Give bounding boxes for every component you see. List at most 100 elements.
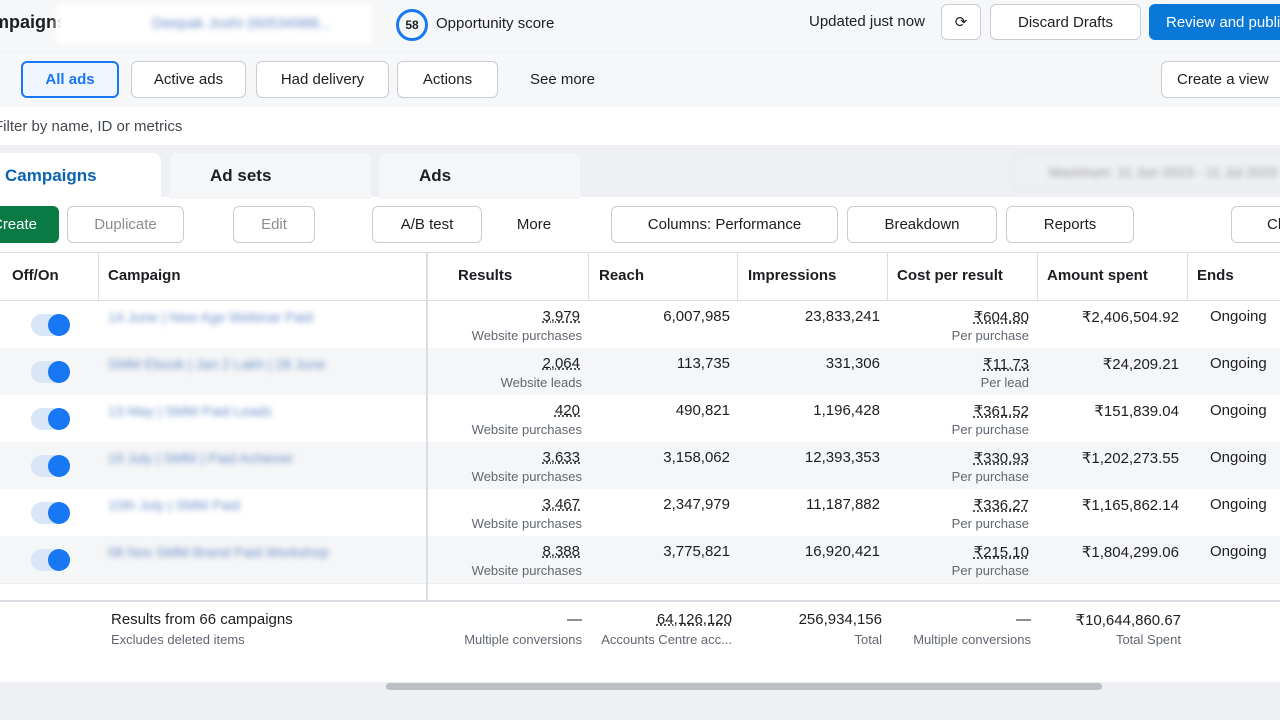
- cell-impressions: 331,306: [825, 355, 880, 372]
- result-type: Website purchases: [471, 328, 582, 343]
- status: Updated just now: [809, 13, 925, 30]
- campaign-name[interactable]: 19 July | SMM | Paid Achiever: [108, 450, 294, 466]
- cost-type: Per purchase: [951, 563, 1029, 578]
- cell-ends: Ongoing: [1210, 308, 1267, 325]
- view-filter[interactable]: All ads: [21, 61, 119, 98]
- tab[interactable]: Campaigns: [0, 153, 161, 199]
- column-header[interactable]: Cost per result: [897, 267, 1003, 284]
- result-type: Website leads: [500, 375, 582, 390]
- row-bg: [0, 301, 1280, 349]
- toolbar-button[interactable]: Duplicate: [67, 206, 184, 243]
- create-view[interactable]: Create a view: [1161, 61, 1280, 98]
- cell-results: 420: [554, 402, 580, 419]
- toolbar-button[interactable]: Create: [0, 206, 59, 243]
- view-filter[interactable]: See more: [529, 71, 596, 88]
- cell-spent: ₹24,209.21: [1102, 356, 1179, 373]
- cell-reach: 6,007,985: [663, 308, 730, 325]
- account-selector[interactable]: Deepak Joshi (60534988...: [56, 4, 372, 44]
- publish-button[interactable]: Review and publish: [1149, 4, 1280, 40]
- campaign-name[interactable]: 14 June | New Age Webinar Paid: [108, 309, 313, 325]
- footer-results: —: [567, 611, 582, 628]
- tab[interactable]: Ads: [379, 153, 580, 199]
- cell-reach: 113,735: [676, 355, 730, 372]
- footer-cost-sub: Multiple conversions: [913, 632, 1031, 647]
- cell-spent: ₹1,804,299.06: [1081, 544, 1179, 561]
- row-bg: [0, 395, 1280, 443]
- campaign-name[interactable]: 08 Nov SMM Brand Paid Workshop: [108, 544, 329, 560]
- toolbar-button[interactable]: More: [490, 206, 578, 243]
- cell-cost: ₹336.27: [973, 497, 1029, 514]
- view-filter[interactable]: Actions: [397, 61, 498, 98]
- column-divider: [588, 253, 589, 301]
- result-type: Website purchases: [471, 563, 582, 578]
- toolbar-button[interactable]: Edit: [233, 206, 315, 243]
- campaign-name[interactable]: 10th July | SMM Paid: [108, 497, 241, 513]
- toolbar-button[interactable]: Reports: [1006, 206, 1134, 243]
- cell-ends: Ongoing: [1210, 543, 1267, 560]
- cell-cost: ₹361.52: [973, 403, 1029, 420]
- toolbar-button[interactable]: A/B test: [372, 206, 482, 243]
- cell-cost: ₹11.73: [983, 356, 1029, 373]
- cost-type: Per purchase: [951, 469, 1029, 484]
- toolbar-button[interactable]: Columns: Performance: [611, 206, 838, 243]
- cell-results: 2,064: [542, 355, 580, 372]
- cell-reach: 3,775,821: [663, 543, 730, 560]
- column-header[interactable]: Impressions: [748, 267, 837, 284]
- toolbar-button[interactable]: Charts: [1231, 206, 1280, 243]
- cell-spent: ₹1,165,862.14: [1081, 497, 1179, 514]
- toggle-knob: [48, 455, 70, 477]
- date-range[interactable]: Maximum: 11 Jun 2023 - 11 Jul 2023: [1012, 153, 1280, 189]
- column-divider: [887, 253, 888, 301]
- search-bar[interactable]: [0, 107, 1280, 145]
- result-type: Website purchases: [471, 516, 582, 531]
- column-divider: [737, 253, 738, 301]
- score-badge: 58: [396, 9, 428, 41]
- cell-reach: 490,821: [675, 402, 730, 419]
- column-divider: [1037, 253, 1038, 301]
- toggle-knob: [48, 549, 70, 571]
- footer-summary: Results from 66 campaigns: [111, 611, 293, 628]
- view-filter[interactable]: Had delivery: [256, 61, 389, 98]
- cost-type: Per purchase: [951, 328, 1029, 343]
- footer-reach-sub: Accounts Centre acc...: [601, 632, 732, 647]
- cell-spent: ₹1,202,273.55: [1081, 450, 1179, 467]
- toolbar-button[interactable]: Breakdown: [847, 206, 997, 243]
- footer-note: Excludes deleted items: [111, 632, 245, 647]
- cell-impressions: 16,920,421: [804, 543, 880, 560]
- campaign-name[interactable]: 13 May | SMM Paid Leads: [108, 403, 272, 419]
- cell-impressions: 12,393,353: [804, 449, 880, 466]
- toggle-knob: [48, 314, 70, 336]
- column-header[interactable]: Amount spent: [1047, 267, 1148, 284]
- column-header[interactable]: Results: [458, 267, 513, 284]
- header-rule: [0, 300, 1280, 301]
- cell-reach: 3,158,062: [663, 449, 730, 466]
- column-header[interactable]: Ends: [1197, 267, 1234, 284]
- column-header[interactable]: Off/On: [12, 267, 59, 284]
- cell-results: 3,467: [542, 496, 580, 513]
- cost-type: Per purchase: [951, 516, 1029, 531]
- cell-ends: Ongoing: [1210, 355, 1267, 372]
- cost-type: Per purchase: [951, 422, 1029, 437]
- cell-results: 8,388: [542, 543, 580, 560]
- footer-spent: ₹10,644,860.67: [1075, 612, 1181, 629]
- column-divider: [98, 253, 99, 301]
- search-placeholder: Filter by name, ID or metrics: [0, 118, 183, 135]
- footer-spent-sub: Total Spent: [1115, 632, 1181, 647]
- footer-results-sub: Multiple conversions: [464, 632, 582, 647]
- column-header[interactable]: Reach: [599, 267, 645, 284]
- cell-impressions: 1,196,428: [813, 402, 880, 419]
- tab[interactable]: Ad sets: [170, 153, 371, 199]
- cost-type: Per lead: [980, 375, 1029, 390]
- campaign-name[interactable]: SMM Ebook | Jan 2 Lakh | 28 June: [108, 356, 326, 372]
- view-filter[interactable]: Active ads: [131, 61, 246, 98]
- toggle-knob: [48, 502, 70, 524]
- refresh-button[interactable]: ⟳: [941, 4, 981, 40]
- cell-spent: ₹2,406,504.92: [1081, 309, 1179, 326]
- scrollbar[interactable]: [386, 683, 1102, 690]
- cell-ends: Ongoing: [1210, 449, 1267, 466]
- row-bg: [0, 348, 1280, 396]
- column-header[interactable]: Campaign: [108, 267, 181, 284]
- opportunity-label[interactable]: Opportunity score: [436, 15, 555, 32]
- cell-spent: ₹151,839.04: [1094, 403, 1179, 420]
- discard-button[interactable]: Discard Drafts: [990, 4, 1141, 40]
